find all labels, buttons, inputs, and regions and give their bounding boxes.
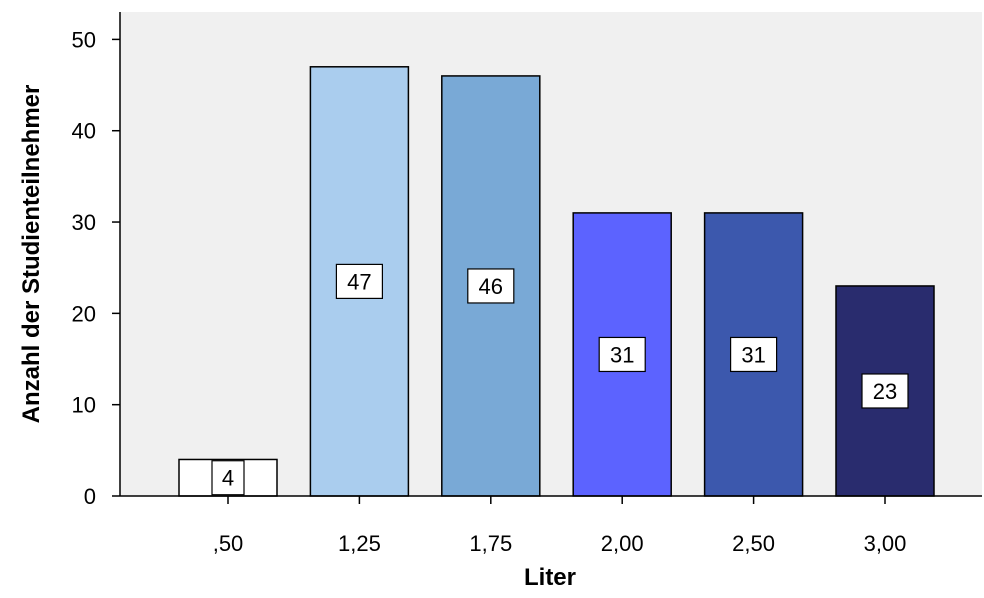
- data-label: 46: [479, 274, 503, 299]
- data-label-box: [729, 336, 778, 373]
- y-ticks-layer: 0 10 20 30 40 50: [72, 27, 120, 509]
- x-tick-label: 2,00: [601, 531, 644, 556]
- data-label-box: [335, 263, 383, 299]
- x-tick-label: ,50: [213, 531, 244, 556]
- y-tick-label: 0: [84, 484, 96, 509]
- data-label-box: [861, 373, 909, 409]
- data-label: 47: [347, 269, 371, 294]
- x-tick-label: 1,75: [469, 531, 512, 556]
- data-label: 31: [741, 342, 765, 367]
- x-ticks-layer: ,50 1,25 1,75 2,00 2,50 3,00: [213, 496, 907, 556]
- y-tick-label: 30: [72, 210, 96, 235]
- y-axis-title: Anzahl der Studienteilnehmer: [18, 85, 45, 424]
- y-tick-label: 10: [72, 393, 96, 418]
- data-labels-layer: 4 47 46 31 31 23: [211, 263, 909, 496]
- data-label-box: [467, 268, 515, 304]
- x-tick-label: 3,00: [864, 531, 907, 556]
- y-tick-label: 20: [72, 301, 96, 326]
- x-tick-label: 1,25: [338, 531, 381, 556]
- y-tick-label: 50: [72, 27, 96, 52]
- data-label: 31: [610, 342, 634, 367]
- data-label: 23: [873, 379, 897, 404]
- x-axis-title: Liter: [524, 564, 576, 591]
- data-label: 4: [222, 466, 234, 491]
- y-tick-label: 40: [72, 119, 96, 144]
- x-tick-label: 2,50: [732, 531, 775, 556]
- data-label-box: [598, 336, 646, 373]
- data-label-box: [211, 460, 245, 496]
